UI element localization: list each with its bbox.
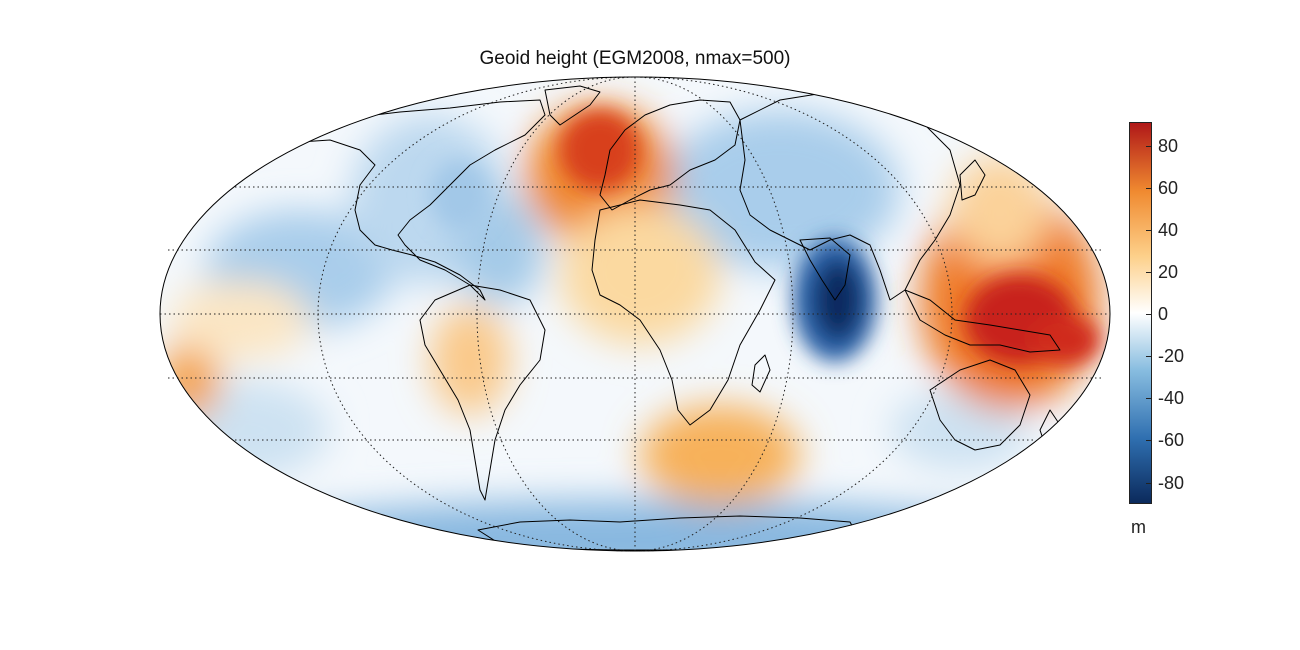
coastline-madagascar xyxy=(751,354,771,393)
colorbar-tick xyxy=(1146,483,1152,484)
colorbar-tick-label: 20 xyxy=(1158,262,1179,282)
coastline-india xyxy=(799,237,851,301)
coastline-south-america xyxy=(419,284,546,501)
colorbar-unit-label: m xyxy=(1131,517,1146,537)
colorbar xyxy=(1129,122,1152,504)
coastline-europe xyxy=(599,99,741,211)
colorbar-tick xyxy=(1146,398,1152,399)
colorbar-tick xyxy=(1146,440,1152,441)
colorbar-tick xyxy=(1146,188,1152,189)
coastline-japan xyxy=(959,159,986,201)
colorbar-tick-label: 80 xyxy=(1158,136,1179,156)
colorbar-tick xyxy=(1146,146,1152,147)
colorbar-tick xyxy=(1146,314,1152,315)
colorbar-tick-label: -80 xyxy=(1158,473,1185,493)
colorbar-tick-label: 60 xyxy=(1158,178,1179,198)
colorbar-tick-label: 0 xyxy=(1158,304,1169,324)
coastline-southeast-asia xyxy=(904,289,1061,353)
coastline-africa xyxy=(591,199,776,426)
colorbar-tick xyxy=(1146,356,1152,357)
coastline-greenland xyxy=(544,85,601,126)
colorbar-tick-label: -40 xyxy=(1158,388,1185,408)
colorbar-tick-label: 40 xyxy=(1158,220,1179,240)
meridian-60 xyxy=(476,76,794,552)
colorbar-tick xyxy=(1146,230,1152,231)
colorbar-tick xyxy=(1146,272,1152,273)
colorbar-tick-label: -60 xyxy=(1158,430,1185,450)
coastline-australia xyxy=(929,359,1031,451)
plot-title: Geoid height (EGM2008, nmax=500) xyxy=(479,48,791,69)
colorbar-tick-label: -20 xyxy=(1158,346,1185,366)
coastline-north-america xyxy=(257,99,546,301)
geoid-field xyxy=(160,77,1110,551)
coastlines xyxy=(257,85,1061,551)
globe-outline xyxy=(159,76,1111,552)
